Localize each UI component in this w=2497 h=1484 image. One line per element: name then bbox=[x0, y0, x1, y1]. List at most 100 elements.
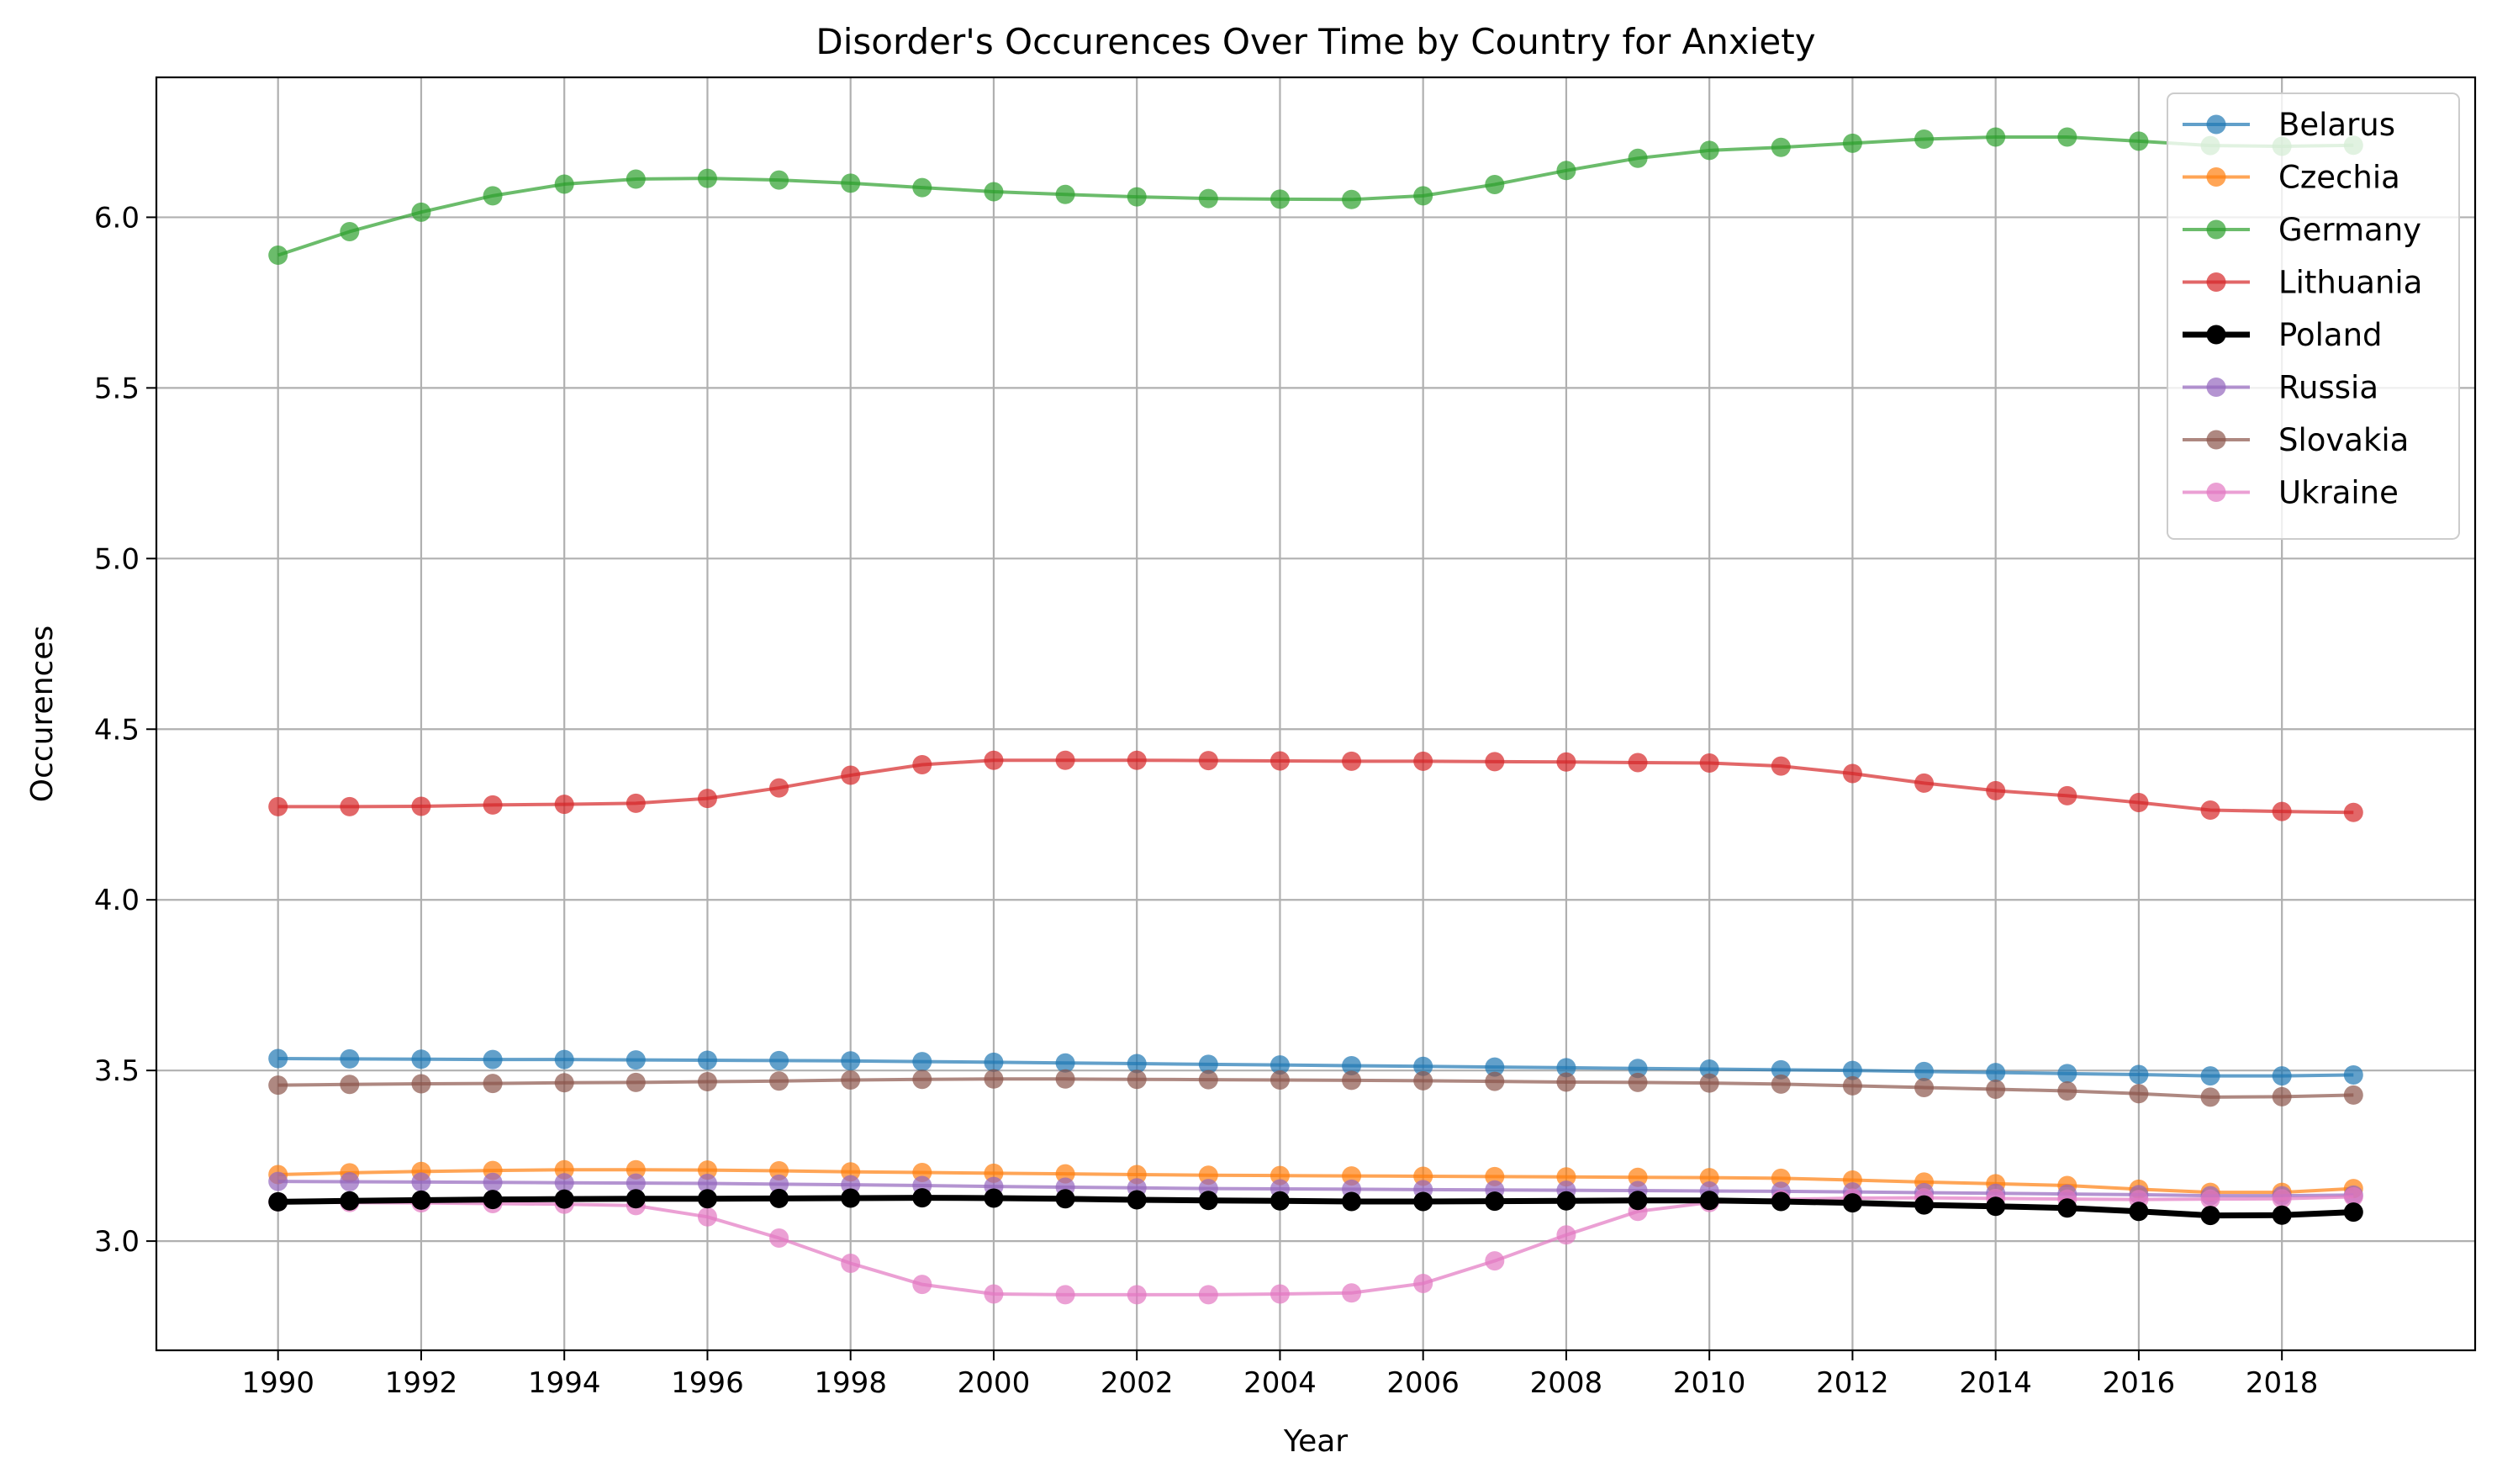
point-lithuania-1992 bbox=[411, 796, 431, 816]
point-germany-1993 bbox=[483, 186, 503, 206]
point-ukraine-2001 bbox=[1055, 1285, 1075, 1305]
point-germany-2016 bbox=[2129, 131, 2149, 151]
point-belarus-1993 bbox=[483, 1049, 503, 1069]
x-tick-label-2016: 2016 bbox=[2103, 1366, 2176, 1400]
point-slovakia-2014 bbox=[1986, 1079, 2006, 1099]
point-lithuania-1995 bbox=[626, 793, 646, 813]
point-germany-1999 bbox=[912, 177, 932, 198]
point-germany-2010 bbox=[1699, 140, 1719, 161]
point-slovakia-2015 bbox=[2057, 1081, 2077, 1101]
point-germany-2007 bbox=[1485, 174, 1505, 194]
point-germany-1990 bbox=[268, 245, 288, 265]
chart-title: Disorder's Occurences Over Time by Count… bbox=[816, 21, 1815, 62]
series-slovakia bbox=[268, 1069, 2363, 1107]
point-poland-1995 bbox=[626, 1189, 646, 1209]
point-germany-2012 bbox=[1842, 133, 1862, 153]
point-slovakia-2019 bbox=[2343, 1085, 2363, 1105]
series-germany bbox=[268, 127, 2363, 265]
point-lithuania-1993 bbox=[483, 795, 503, 815]
point-belarus-2000 bbox=[984, 1052, 1004, 1072]
point-slovakia-2003 bbox=[1198, 1069, 1218, 1090]
point-germany-1995 bbox=[626, 169, 646, 189]
x-tick-label-2004: 2004 bbox=[1243, 1366, 1317, 1400]
point-slovakia-1993 bbox=[483, 1074, 503, 1094]
x-tick-label-2018: 2018 bbox=[2246, 1366, 2319, 1400]
legend-marker-lithuania bbox=[2206, 272, 2226, 292]
point-germany-2011 bbox=[1771, 137, 1791, 157]
point-slovakia-2004 bbox=[1270, 1070, 1290, 1091]
point-ukraine-1997 bbox=[769, 1228, 789, 1248]
point-slovakia-2012 bbox=[1842, 1075, 1862, 1096]
point-belarus-2019 bbox=[2343, 1064, 2363, 1085]
point-russia-1998 bbox=[841, 1175, 861, 1195]
point-lithuania-2011 bbox=[1771, 756, 1791, 776]
legend-item-czechia: Czechia bbox=[2183, 160, 2400, 196]
point-poland-2018 bbox=[2272, 1205, 2292, 1225]
x-tick-label-1996: 1996 bbox=[671, 1366, 744, 1400]
legend-item-slovakia: Slovakia bbox=[2183, 422, 2409, 458]
legend-item-germany: Germany bbox=[2183, 212, 2421, 248]
y-tick-label-5-0: 5.0 bbox=[94, 542, 140, 576]
point-belarus-1996 bbox=[697, 1050, 717, 1070]
point-belarus-2007 bbox=[1485, 1057, 1505, 1077]
point-lithuania-1994 bbox=[554, 795, 574, 815]
point-lithuania-1997 bbox=[769, 778, 789, 798]
point-ukraine-2006 bbox=[1413, 1273, 1433, 1293]
x-axis-title: Year bbox=[1283, 1424, 1348, 1459]
point-slovakia-2011 bbox=[1771, 1074, 1791, 1094]
point-czechia-2006 bbox=[1413, 1166, 1433, 1186]
legend-item-ukraine: Ukraine bbox=[2183, 475, 2399, 511]
point-ukraine-2008 bbox=[1556, 1225, 1576, 1245]
legend-label-belarus: Belarus bbox=[2278, 107, 2395, 143]
point-russia-1994 bbox=[554, 1173, 574, 1193]
point-lithuania-2014 bbox=[1986, 780, 2006, 800]
y-tick-label-3-5: 3.5 bbox=[94, 1054, 140, 1088]
point-czechia-2003 bbox=[1198, 1165, 1218, 1186]
y-axis: 3.0 3.5 4.0 4.5 5.0 5.5 6.0 bbox=[94, 201, 156, 1259]
series-poland bbox=[268, 1188, 2363, 1226]
point-poland-2004 bbox=[1270, 1191, 1290, 1211]
point-poland-2002 bbox=[1127, 1190, 1147, 1210]
point-slovakia-1991 bbox=[340, 1075, 360, 1095]
point-slovakia-1997 bbox=[769, 1071, 789, 1091]
point-lithuania-2009 bbox=[1628, 753, 1648, 773]
point-belarus-2017 bbox=[2200, 1066, 2220, 1086]
legend-marker-belarus bbox=[2206, 114, 2226, 135]
legend-box bbox=[2167, 92, 2460, 540]
plot-frame bbox=[155, 76, 2477, 1352]
legend-label-czechia: Czechia bbox=[2278, 160, 2400, 196]
point-russia-1991 bbox=[340, 1171, 360, 1191]
series-line-germany bbox=[277, 135, 2354, 257]
series-czechia bbox=[268, 1159, 2363, 1202]
grid-lines bbox=[156, 77, 2475, 1350]
point-slovakia-2002 bbox=[1127, 1069, 1147, 1090]
point-lithuania-2002 bbox=[1127, 750, 1147, 770]
point-slovakia-1996 bbox=[697, 1072, 717, 1092]
point-slovakia-2013 bbox=[1914, 1077, 1935, 1097]
legend-item-poland: Poland bbox=[2183, 317, 2383, 353]
point-germany-2015 bbox=[2057, 127, 2077, 147]
series-line-slovakia bbox=[277, 1077, 2354, 1099]
point-germany-2003 bbox=[1198, 188, 1218, 209]
point-lithuania-2007 bbox=[1485, 752, 1505, 772]
point-czechia-2009 bbox=[1628, 1167, 1648, 1187]
series-line-lithuania bbox=[277, 758, 2354, 815]
y-axis-title: Occurences bbox=[25, 626, 60, 802]
x-axis: 1990 1992 1994 1996 1998 2000 2002 2004 2006 2008… bbox=[241, 1350, 2318, 1400]
series-line-poland bbox=[277, 1195, 2354, 1219]
legend-label-ukraine: Ukraine bbox=[2278, 475, 2399, 511]
point-belarus-1997 bbox=[769, 1050, 789, 1070]
legend-marker-germany bbox=[2206, 219, 2226, 240]
point-czechia-2004 bbox=[1270, 1165, 1290, 1186]
legend-item-russia: Russia bbox=[2183, 370, 2378, 406]
point-slovakia-2007 bbox=[1485, 1071, 1505, 1091]
legend: Belarus Czechia Germany Lithuania Poland Russ… bbox=[2167, 92, 2460, 540]
point-slovakia-2009 bbox=[1628, 1072, 1648, 1092]
point-poland-1994 bbox=[554, 1189, 574, 1209]
legend-marker-poland bbox=[2206, 325, 2226, 345]
point-czechia-1996 bbox=[697, 1160, 717, 1180]
point-lithuania-1996 bbox=[697, 789, 717, 809]
legend-item-lithuania: Lithuania bbox=[2183, 265, 2422, 301]
point-belarus-1990 bbox=[268, 1048, 288, 1069]
y-tick-label-4-0: 4.0 bbox=[94, 884, 140, 917]
